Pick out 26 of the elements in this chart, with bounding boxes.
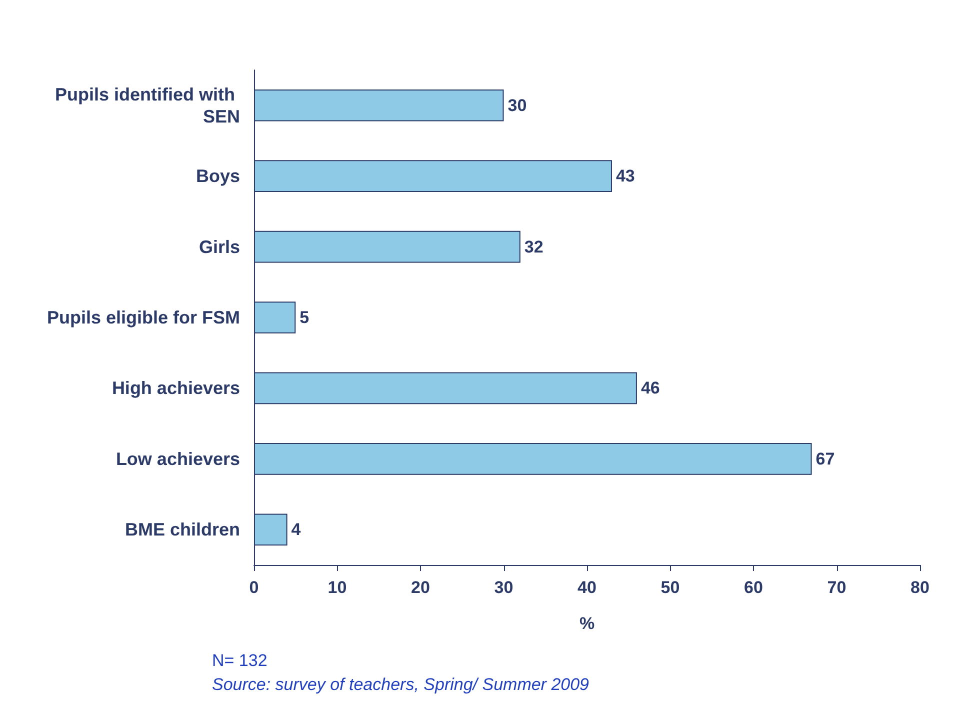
data-label: 4 — [291, 520, 302, 540]
y-tick-label: Girls — [198, 236, 240, 257]
x-tick-label: 60 — [744, 578, 763, 597]
y-tick-label: Low achievers — [116, 448, 240, 469]
data-label: 32 — [524, 237, 544, 256]
text: N= 132 — [212, 651, 268, 670]
x-tick-label: 50 — [660, 578, 680, 597]
y-tick-label: Pupils identified with SEN — [54, 84, 240, 126]
y-tick-label: BME children — [124, 520, 240, 540]
x-tick-label: 10 — [328, 578, 347, 597]
x-tick-label: 20 — [411, 578, 430, 597]
data-label: 5 — [300, 308, 310, 327]
data-label: 30 — [508, 96, 527, 115]
x-tick-label: 80 — [910, 578, 930, 597]
x-tick-label: 70 — [827, 578, 846, 597]
x-axis-title: % — [579, 614, 595, 633]
source-note: Source: survey of teachers, Spring/ Summer 2009 — [212, 675, 590, 694]
x-tick-label: 30 — [494, 578, 514, 597]
y-tick-label: High achievers — [112, 378, 240, 398]
data-label: 67 — [816, 449, 835, 468]
data-label: 46 — [640, 378, 660, 398]
y-tick-label: Boys — [196, 166, 240, 186]
x-tick-label: 40 — [578, 578, 596, 597]
y-tick-label: Pupils eligible for FSM — [46, 308, 240, 328]
x-tick-label: 0 — [249, 578, 259, 597]
data-label: 43 — [616, 166, 635, 186]
